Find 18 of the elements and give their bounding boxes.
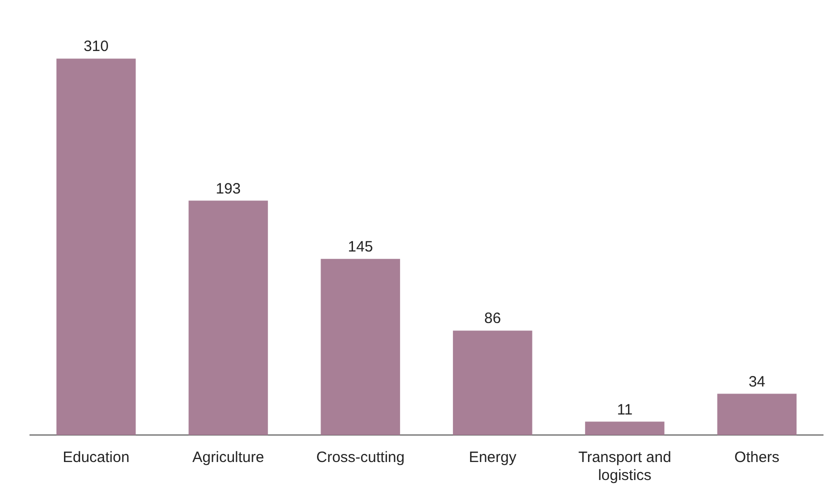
bar (320, 258, 400, 435)
bar (188, 200, 268, 435)
x-tick-label: Transport and logistics (578, 449, 672, 484)
bar (585, 422, 664, 435)
x-tick-label: Energy (468, 449, 517, 466)
bar (56, 58, 136, 435)
data-label: 11 (616, 401, 633, 418)
data-label: 310 (84, 38, 109, 56)
data-label: 145 (348, 238, 373, 256)
data-label: 34 (748, 373, 766, 390)
x-tick-label: Education (62, 449, 130, 466)
data-label: 193 (216, 180, 241, 198)
x-tick-label: Agriculture (192, 449, 264, 466)
x-tick-label: Cross-cutting (316, 449, 405, 466)
x-tick-label: Others (734, 449, 780, 466)
data-label: 86 (484, 310, 501, 328)
bar (452, 330, 532, 435)
bar (717, 394, 797, 435)
